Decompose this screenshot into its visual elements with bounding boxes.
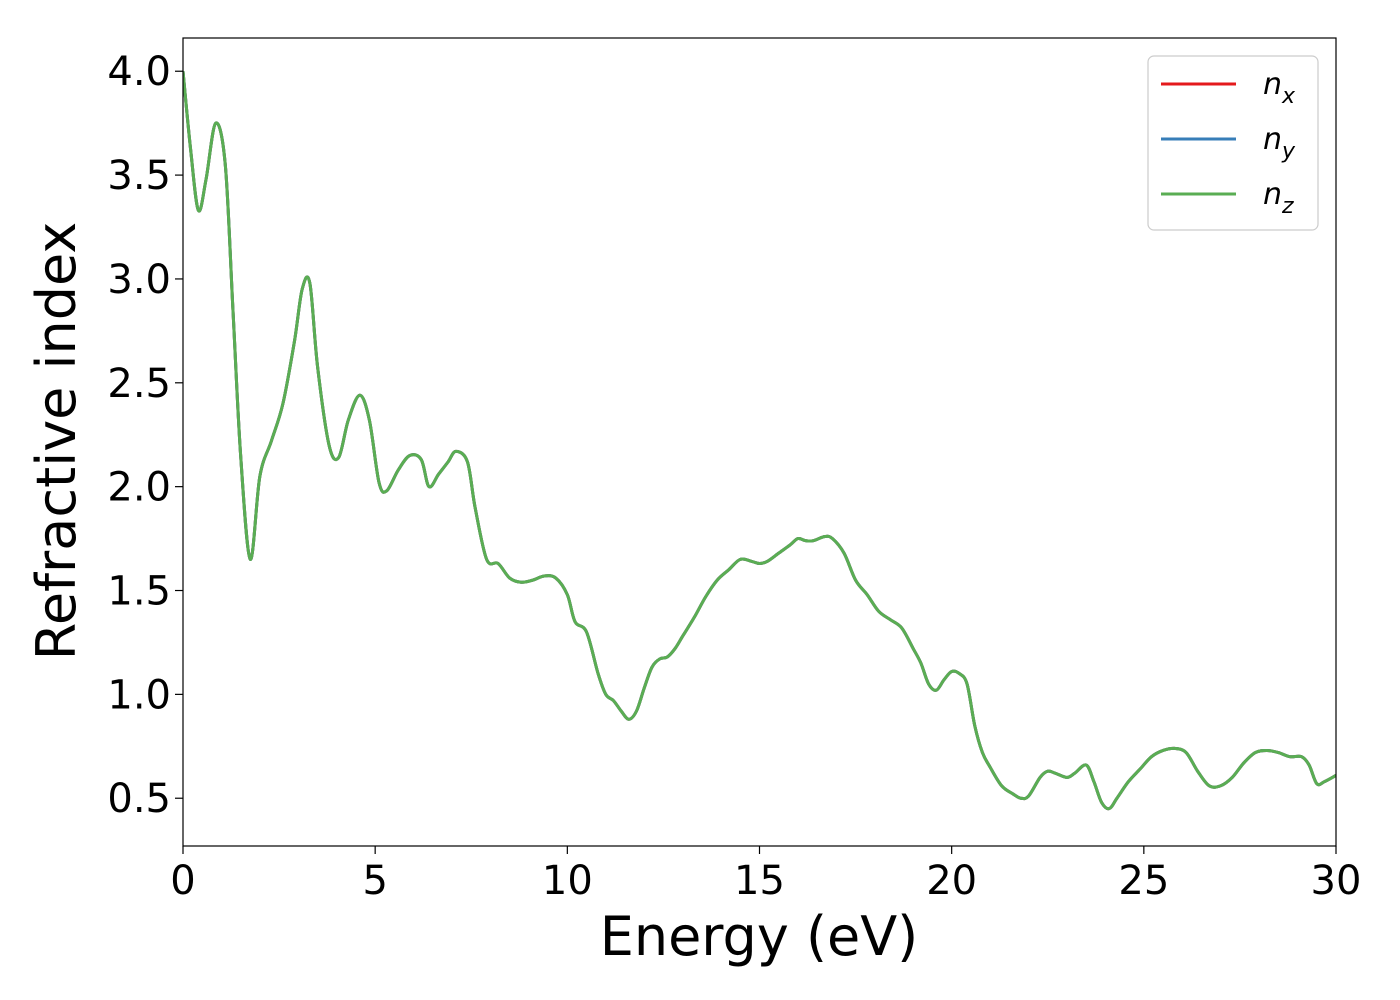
- x-tick-label: 5: [362, 858, 387, 904]
- plot-area: [183, 71, 1336, 811]
- ticks: 0 5 10 15 20 25 30 0.5 1.0 1.5 2.0 2.5 3.0 3.5 4.0: [107, 49, 1361, 904]
- y-tick-label: 1.5: [107, 569, 171, 615]
- x-tick-label: 25: [1118, 858, 1169, 904]
- y-tick-label: 0.5: [107, 776, 171, 822]
- legend-label-z: nz: [1263, 177, 1294, 219]
- y-tick-label: 3.0: [107, 257, 171, 303]
- y-tick-label: 2.0: [107, 465, 171, 511]
- y-tick-label: 1.0: [107, 672, 171, 718]
- legend-box: [1147, 55, 1319, 231]
- x-axis-label: Energy (eV): [600, 905, 919, 968]
- x-tick-label: 0: [170, 858, 195, 904]
- y-tick-label: 4.0: [107, 49, 171, 95]
- legend: nx ny nz: [1147, 55, 1319, 231]
- y-tick-label: 2.5: [107, 361, 171, 407]
- x-tick-label: 15: [734, 858, 785, 904]
- legend-label-x: nx: [1263, 67, 1296, 109]
- y-tick-label: 3.5: [107, 153, 171, 199]
- x-tick-label: 30: [1311, 858, 1362, 904]
- x-tick-label: 20: [926, 858, 977, 904]
- y-axis-label: Refractive index: [25, 222, 88, 661]
- legend-label-y: ny: [1263, 122, 1296, 164]
- x-tick-label: 10: [542, 858, 593, 904]
- series-line-z: [183, 71, 1336, 811]
